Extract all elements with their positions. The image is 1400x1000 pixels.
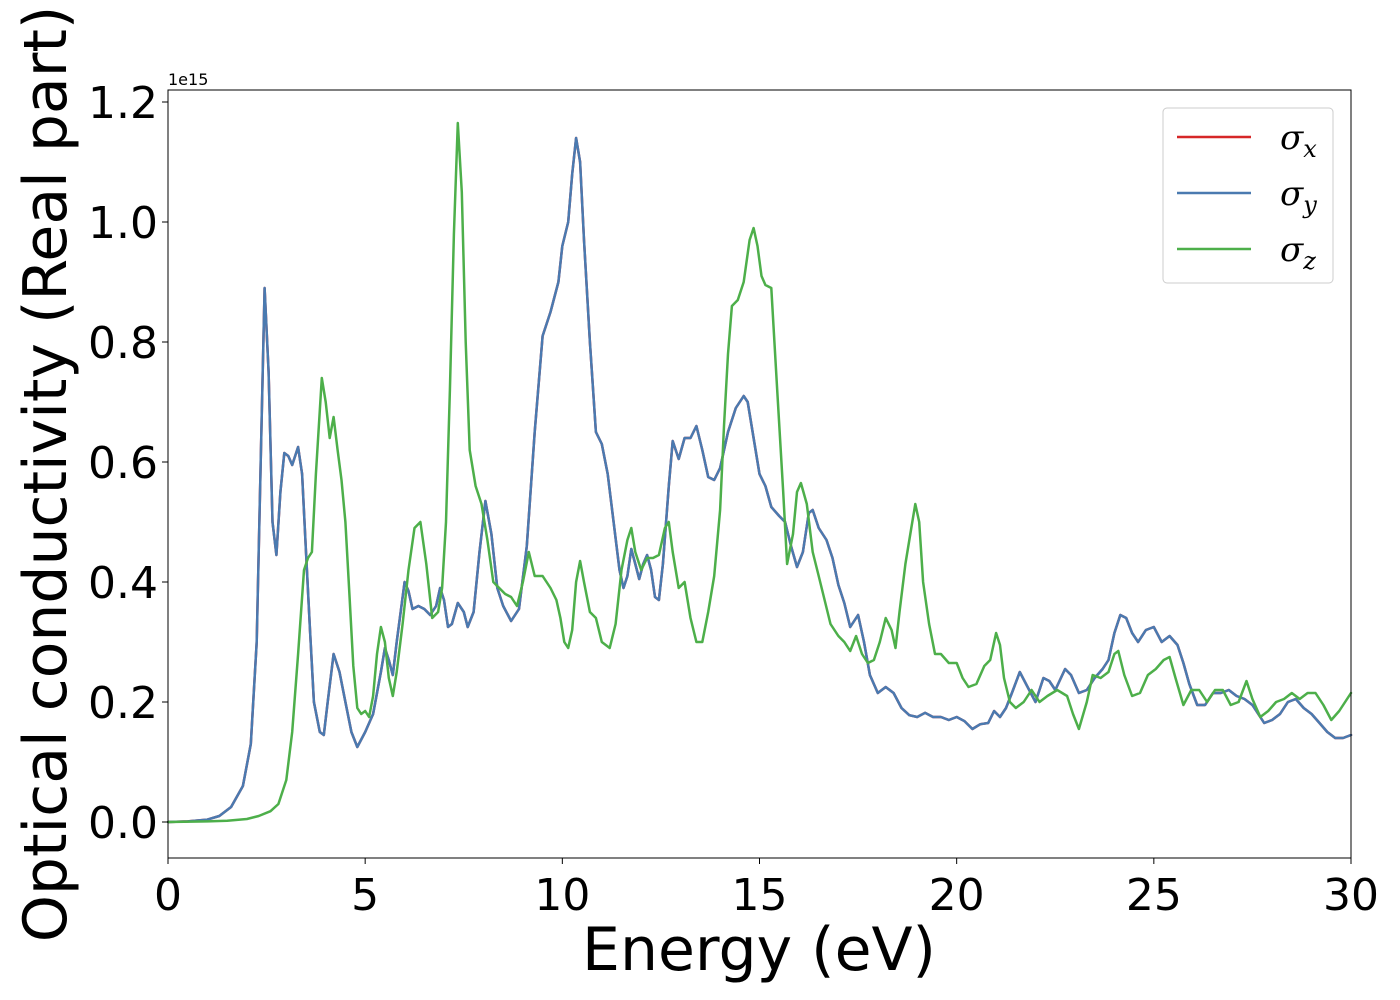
legend-label: σz xyxy=(1280,230,1316,275)
series-line-2 xyxy=(166,136,1353,824)
x-tick-label: 10 xyxy=(534,870,590,921)
x-axis-title: Energy (eV) xyxy=(582,915,936,985)
y-tick-label: 0.4 xyxy=(88,558,158,609)
x-tick-label: 15 xyxy=(732,870,788,921)
y-tick-label: 0.6 xyxy=(88,438,158,489)
legend-label: σy xyxy=(1280,174,1317,219)
legend-items: σx σy σz xyxy=(1177,118,1317,275)
y-tick-label: 0.8 xyxy=(88,318,158,369)
series-line-3 xyxy=(166,121,1353,824)
y-offset-label: 1e15 xyxy=(168,70,208,89)
x-tick-label: 0 xyxy=(154,870,182,921)
series-layer xyxy=(166,121,1353,824)
x-axis-ticks: 0 5 10 15 20 25 30 xyxy=(154,858,1379,921)
x-tick-label: 30 xyxy=(1323,870,1379,921)
y-axis-ticks: 0.0 0.2 0.4 0.6 0.8 1.0 1.2 xyxy=(88,78,168,849)
y-tick-label: 1.0 xyxy=(88,198,158,249)
x-tick-label: 20 xyxy=(929,870,985,921)
x-tick-label: 5 xyxy=(351,870,379,921)
legend: σx σy σz xyxy=(1162,107,1334,284)
y-tick-label: 1.2 xyxy=(88,78,158,129)
legend-label: σx xyxy=(1280,118,1317,163)
y-axis-title: Optical conductivity (Real part) xyxy=(11,6,81,943)
x-tick-label: 25 xyxy=(1126,870,1182,921)
y-tick-label: 0.0 xyxy=(88,798,158,849)
legend-box xyxy=(1162,107,1334,284)
y-tick-label: 0.2 xyxy=(88,678,158,729)
